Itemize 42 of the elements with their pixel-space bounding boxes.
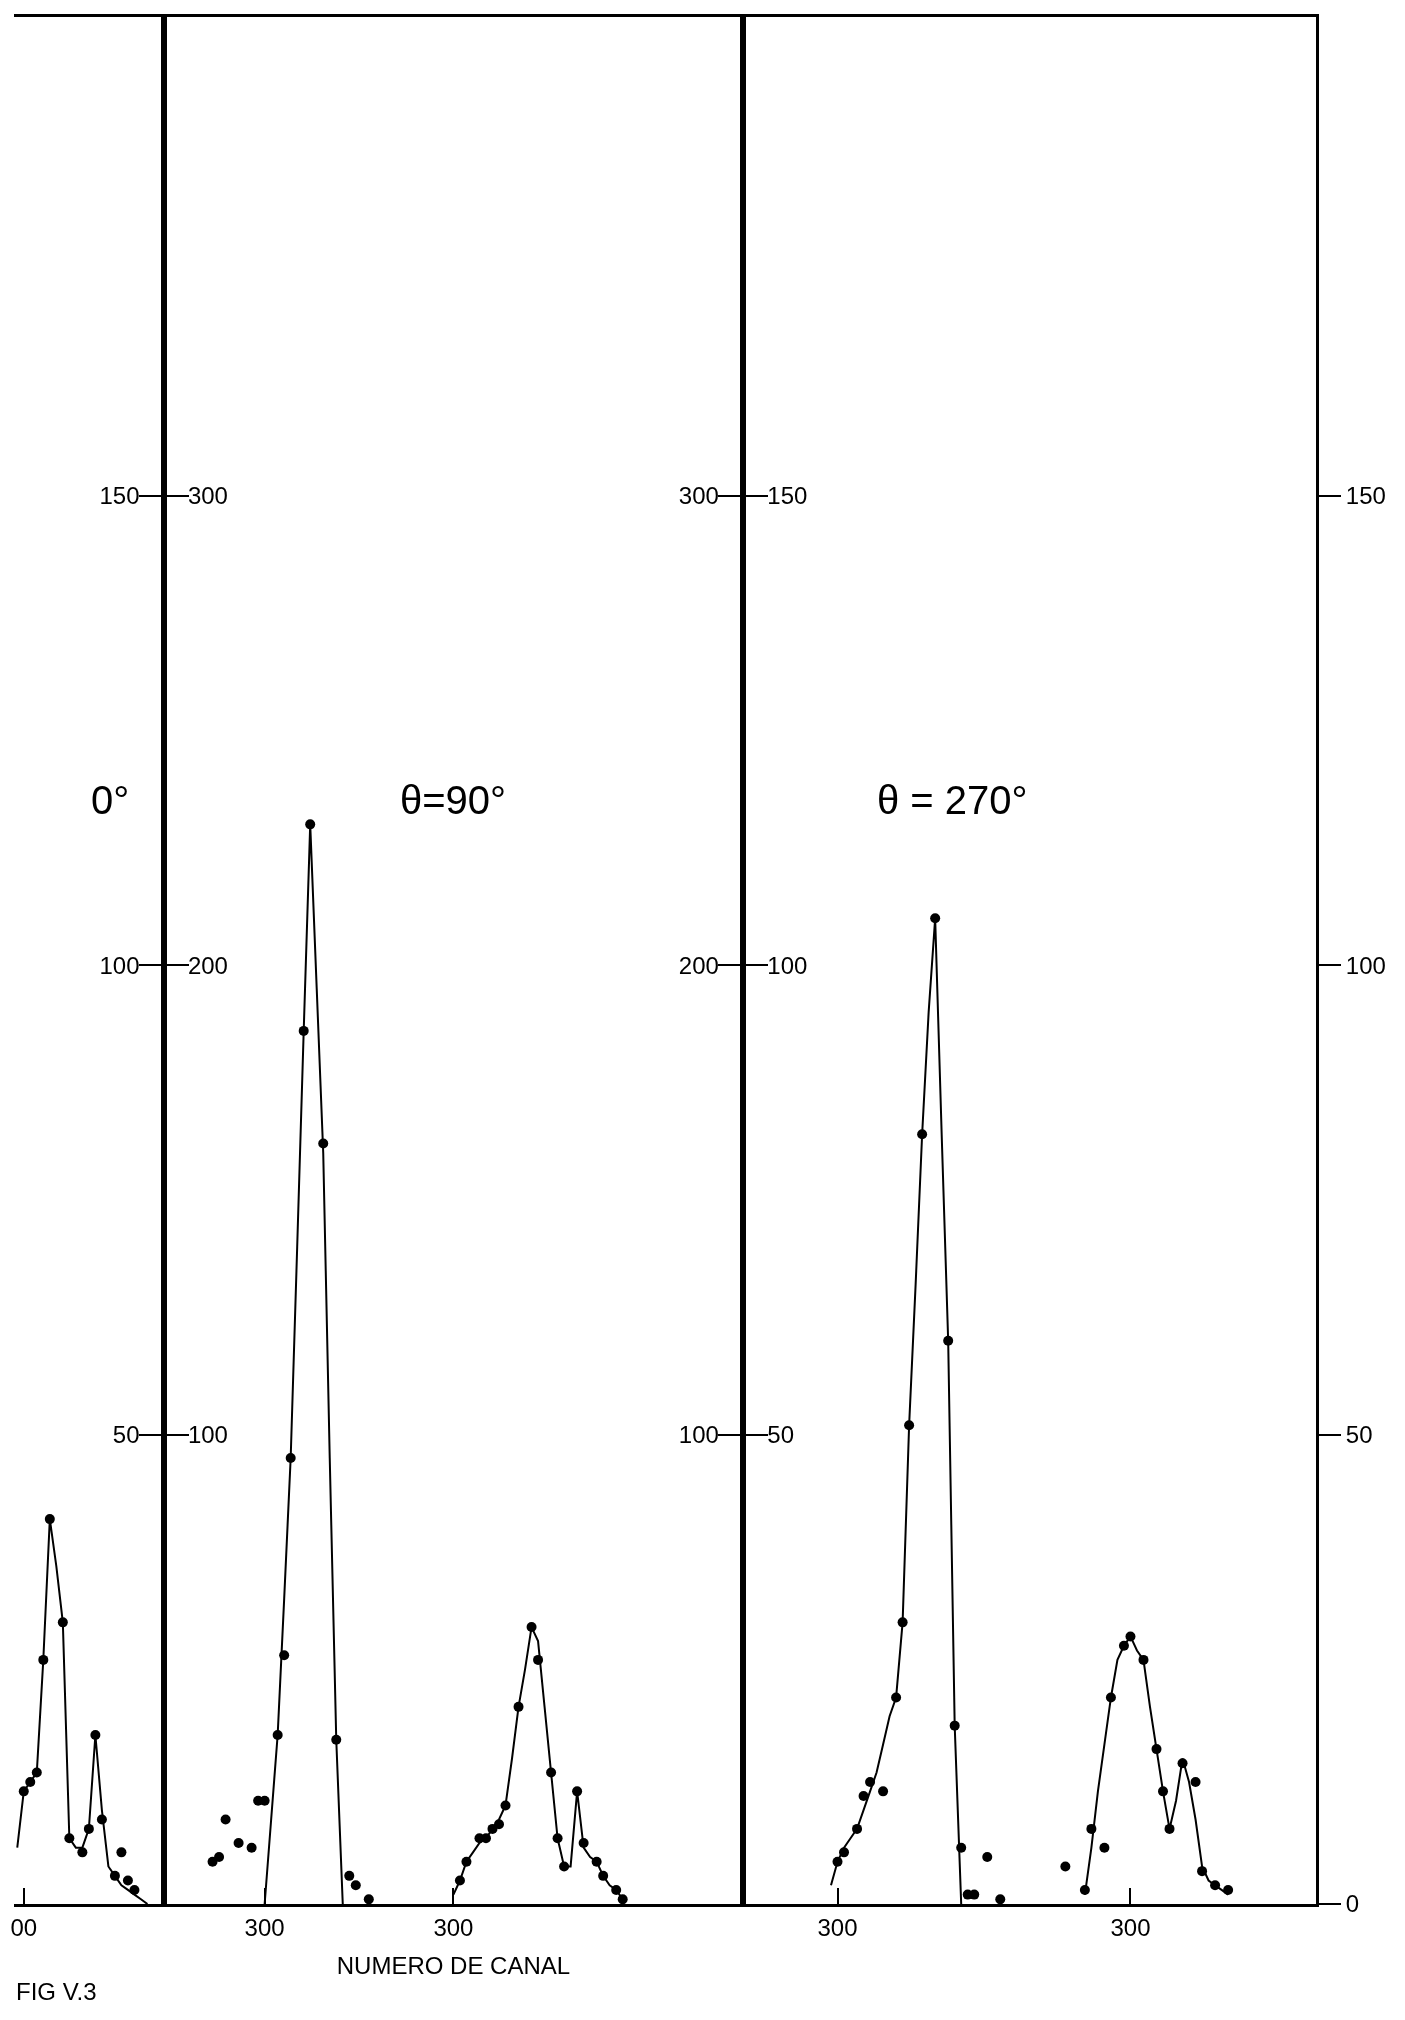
point <box>233 1837 244 1848</box>
y2-tick-label: 200 <box>678 951 719 979</box>
x-axis-title: NUMERO DE CANAL <box>336 1952 571 1980</box>
y2-tick-label: 100 <box>1345 951 1386 979</box>
y2-tick-label: 100 <box>99 951 140 979</box>
point <box>116 1847 127 1858</box>
point <box>363 1894 374 1904</box>
y2-tick-label: 300 <box>678 482 719 510</box>
point <box>344 1870 355 1881</box>
y-tick-label: 100 <box>767 951 808 979</box>
x-tick-label: 300 <box>433 1913 474 1941</box>
x-tick-label: 300 <box>244 1913 285 1941</box>
point <box>350 1880 361 1891</box>
point <box>122 1875 133 1886</box>
y2-tick-label: 50 <box>1345 1421 1373 1448</box>
y-tick-label: 150 <box>767 482 808 510</box>
point <box>858 1791 869 1802</box>
text: FIG V.3 <box>16 1978 97 2005</box>
y2-tick-label: 0 <box>1345 1890 1360 1918</box>
point <box>1099 1842 1110 1853</box>
y-tick-label: 50 <box>767 1421 795 1448</box>
point <box>246 1842 257 1853</box>
point <box>982 1852 993 1863</box>
point <box>214 1852 225 1863</box>
point <box>878 1786 889 1797</box>
x-tick-label: 300 <box>1110 1913 1151 1941</box>
y-tick-label: 200 <box>187 951 228 979</box>
y2-tick-label: 150 <box>99 482 140 510</box>
y2-tick-label: 100 <box>678 1421 719 1448</box>
annotation: 0° <box>91 778 130 822</box>
y-tick-label: 100 <box>187 1421 228 1448</box>
point <box>995 1894 1006 1904</box>
annotation: θ = 270° <box>877 778 1028 822</box>
y2-tick-label: 50 <box>112 1421 140 1448</box>
y2-tick-label: 150 <box>1345 482 1386 510</box>
point <box>1190 1776 1201 1787</box>
point <box>1060 1861 1071 1872</box>
y-tick-label: 300 <box>187 482 228 510</box>
annotation: θ=90° <box>400 778 507 822</box>
point <box>220 1814 231 1825</box>
x-tick-label: 300 <box>817 1913 858 1941</box>
x-tick-label: 00 <box>10 1913 38 1941</box>
